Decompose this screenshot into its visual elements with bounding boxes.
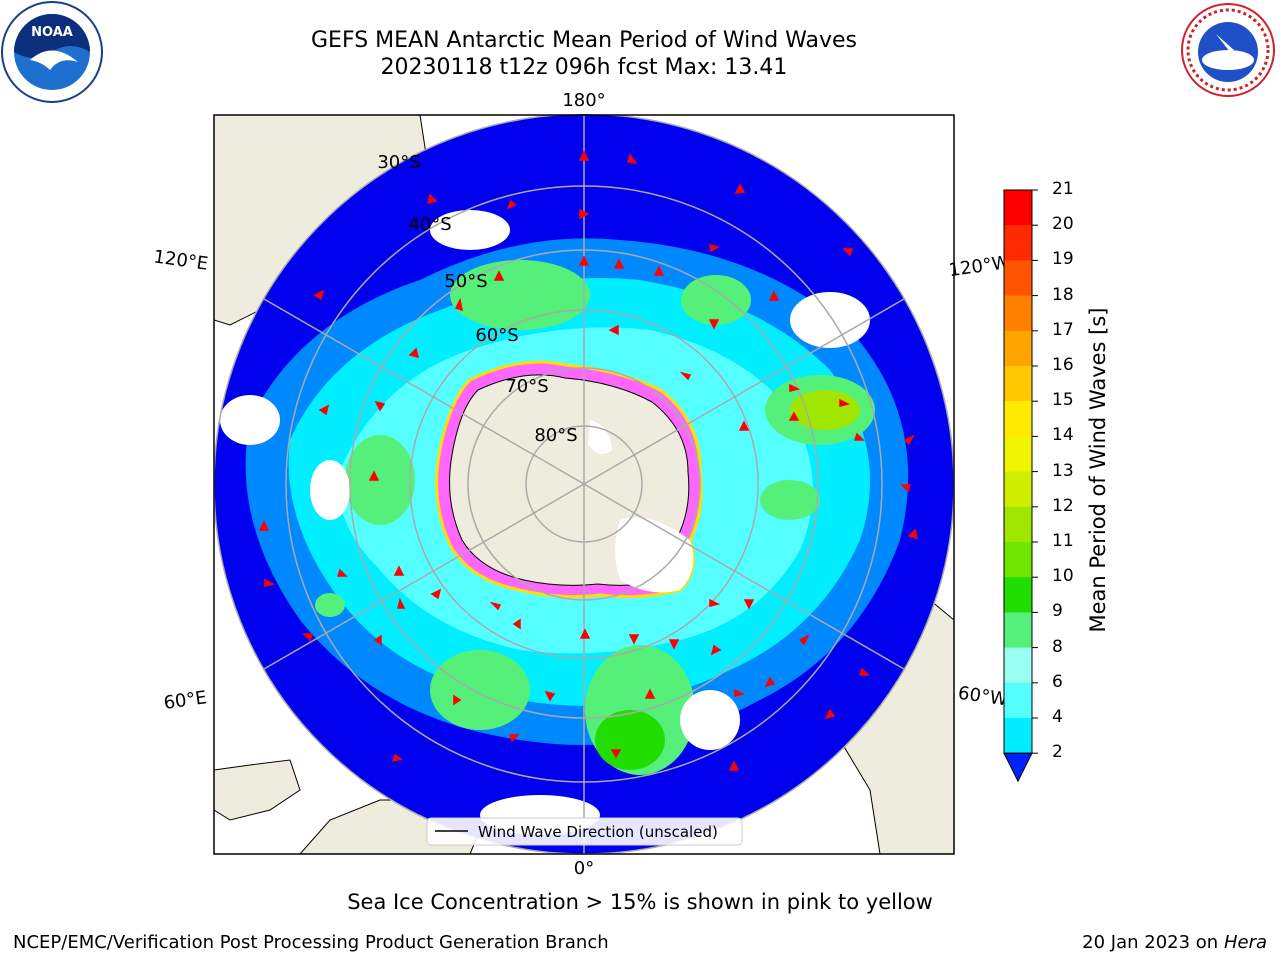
colorbar xyxy=(1003,189,1038,783)
colorbar-tick-label: 13 xyxy=(1052,460,1074,481)
colorbar-tick-label: 21 xyxy=(1052,179,1074,199)
colorbar-segment xyxy=(1004,612,1032,649)
lon-label-60w: 60°W xyxy=(957,683,1009,711)
lat-label-40s: 40°S xyxy=(408,214,451,235)
colorbar-segment xyxy=(1004,295,1032,332)
colorbar-segment xyxy=(1004,471,1032,508)
colorbar-tick-label: 17 xyxy=(1052,319,1074,340)
colorbar-tick-label: 2 xyxy=(1052,742,1063,763)
colorbar-segment xyxy=(1004,577,1032,613)
colorbar-segment xyxy=(1004,436,1032,473)
map-legend: Wind Wave Direction (unscaled) xyxy=(426,817,743,846)
colorbar-segment xyxy=(1004,366,1032,402)
colorbar-tick-label: 14 xyxy=(1052,425,1074,446)
noaa-logo: NOAA xyxy=(1,1,103,103)
lat-label-60s: 60°S xyxy=(475,325,518,346)
footer-date: 20 Jan 2023 on Hera xyxy=(1082,932,1267,953)
lon-label-120w: 120°W xyxy=(947,252,1011,281)
colorbar-tick-label: 9 xyxy=(1052,601,1063,622)
lat-label-70s: 70°S xyxy=(505,376,548,397)
lat-label-30s: 30°S xyxy=(377,152,420,173)
colorbar-tick-label: 12 xyxy=(1052,495,1074,516)
sea-ice-note: Sea Ice Concentration > 15% is shown in … xyxy=(347,890,933,914)
colorbar-tick-label: 20 xyxy=(1052,214,1074,235)
colorbar-tick-label: 6 xyxy=(1052,671,1063,692)
colorbar-segment xyxy=(1004,190,1032,226)
colorbar-tick-label: 19 xyxy=(1052,249,1074,270)
colorbar-tick-label: 10 xyxy=(1052,566,1074,587)
colorbar-tick-label: 4 xyxy=(1052,707,1063,727)
colorbar-segment xyxy=(1004,401,1032,437)
colorbar-segment xyxy=(1004,225,1032,261)
noaa-logo-text: NOAA xyxy=(31,25,73,40)
footer-credit: NCEP/EMC/Verification Post Processing Pr… xyxy=(13,932,609,953)
colorbar-segment xyxy=(1004,260,1032,297)
lat-label-80s: 80°S xyxy=(534,425,577,446)
graticule xyxy=(214,115,954,854)
colorbar-segment xyxy=(1004,542,1032,578)
lon-label-120e: 120°E xyxy=(152,246,209,274)
lon-label-180: 180° xyxy=(562,90,605,111)
chart-title: GEFS MEAN Antarctic Mean Period of Wind … xyxy=(311,28,857,53)
footer-host: Hera xyxy=(1223,932,1267,953)
colorbar-tick-label: 15 xyxy=(1052,390,1074,411)
antarctica xyxy=(435,360,703,599)
lon-label-0: 0° xyxy=(574,858,594,879)
colorbar-tick-label: 11 xyxy=(1052,531,1074,551)
chart-subtitle: 20230118 t12z 096h fcst Max: 13.41 xyxy=(380,55,788,80)
lon-label-60e: 60°E xyxy=(162,687,208,714)
colorbar-segment xyxy=(1004,647,1032,684)
colorbar-tick-label: 8 xyxy=(1052,636,1063,657)
colorbar-tick-label: 18 xyxy=(1052,284,1074,305)
colorbar-segment xyxy=(1004,718,1032,754)
colorbar-extend-triangle xyxy=(1003,752,1033,783)
map-frame xyxy=(213,114,955,855)
colorbar-segment xyxy=(1004,506,1032,543)
colorbar-tick-label: 16 xyxy=(1052,355,1074,375)
nws-logo xyxy=(1181,3,1275,97)
legend-label: Wind Wave Direction (unscaled) xyxy=(478,823,718,841)
colorbar-segment xyxy=(1004,682,1032,719)
wind-wave-arrows xyxy=(258,150,919,771)
colorbar-segment xyxy=(1004,330,1032,367)
lat-label-50s: 50°S xyxy=(444,271,487,292)
